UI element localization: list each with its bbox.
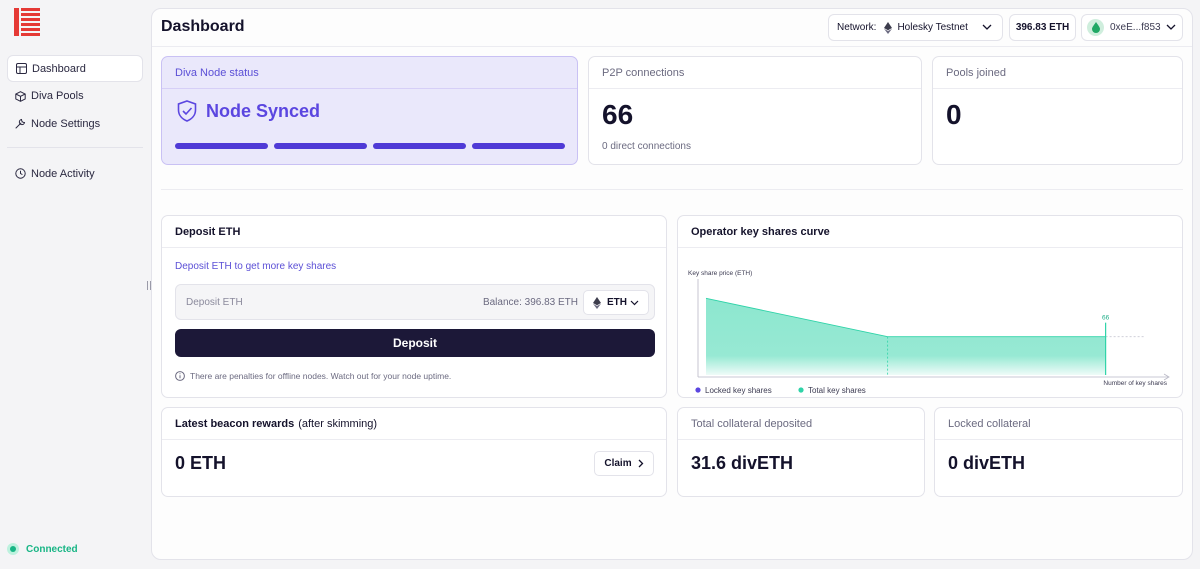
x-axis-arrow-icon (1163, 373, 1170, 381)
deposit-note-text: There are penalties for offline nodes. W… (190, 371, 452, 381)
connection-status-label: Connected (26, 543, 78, 555)
deposit-card: Deposit ETH Deposit ETH to get more key … (161, 215, 667, 398)
legend-total-dot (798, 387, 804, 393)
legend-locked-dot (695, 387, 701, 393)
sidebar-item-node-activity[interactable]: Node Activity (7, 160, 143, 187)
diva-logo-icon[interactable] (14, 8, 40, 36)
sync-progress-segment (175, 143, 268, 149)
sidebar-item-label: Node Settings (31, 117, 101, 130)
rewards-value: 0 ETH (175, 453, 227, 473)
locked-collateral-card: Locked collateral 0 divETH (934, 407, 1183, 497)
connection-status: Connected (7, 543, 78, 555)
pools-count: 0 (946, 99, 962, 130)
sync-progress-segment (373, 143, 466, 149)
sidebar-item-label: Node Activity (31, 167, 95, 180)
deposit-note: There are penalties for offline nodes. W… (175, 371, 451, 381)
key-shares-curve-card: Operator key shares curve Key share pric… (677, 215, 1183, 398)
sidebar-resize-handle[interactable] (147, 281, 151, 290)
page-title: Dashboard (161, 18, 245, 35)
claim-label: Claim (604, 458, 632, 469)
rewards-title-text: Latest beacon rewards (175, 417, 295, 430)
wallet-droplet-icon (1087, 19, 1104, 36)
token-label: ETH (607, 297, 627, 308)
chevron-down-icon (1166, 22, 1176, 33)
y-axis-label: Key share price (ETH) (688, 270, 752, 277)
chevron-down-icon (630, 300, 639, 306)
p2p-connections-card: P2P connections 66 0 direct connections (588, 56, 922, 165)
sidebar-nav: Dashboard Diva Pools Node Settings Node … (7, 55, 143, 188)
status-dot-icon (7, 543, 19, 555)
rewards-title-suffix: (after skimming) (298, 417, 378, 430)
sync-progress-bar (175, 143, 571, 149)
node-status-title: Diva Node status (162, 57, 577, 89)
sync-progress-segment (274, 143, 367, 149)
chevron-down-icon (982, 22, 992, 33)
curve-title: Operator key shares curve (678, 216, 1182, 248)
pools-title: Pools joined (933, 57, 1182, 89)
wallet-selector[interactable]: 0xeE...f853 (1081, 14, 1183, 41)
shield-check-icon (177, 100, 197, 122)
total-collateral-card: Total collateral deposited 31.6 divETH (677, 407, 925, 497)
network-value: Holesky Testnet (897, 22, 968, 33)
clock-icon (15, 168, 26, 179)
p2p-direct-connections: 0 direct connections (602, 141, 691, 152)
wallet-address: 0xeE...f853 (1110, 22, 1161, 33)
sidebar: Dashboard Diva Pools Node Settings Node … (0, 0, 150, 569)
sidebar-item-diva-pools[interactable]: Diva Pools (7, 83, 143, 110)
claim-button[interactable]: Claim (594, 451, 654, 476)
node-status-card: Diva Node status Node Synced (161, 56, 578, 165)
x-axis-label: Number of key shares (1103, 380, 1167, 387)
info-icon (175, 371, 185, 381)
legend-locked-label: Locked key shares (705, 386, 772, 395)
sidebar-item-label: Diva Pools (31, 90, 84, 102)
main-panel: Dashboard Network: Holesky Testnet 396.8… (151, 8, 1193, 560)
p2p-count: 66 (602, 99, 634, 130)
network-selector[interactable]: Network: Holesky Testnet (828, 14, 1003, 41)
sidebar-item-dashboard[interactable]: Dashboard (7, 55, 143, 82)
ethereum-icon (593, 296, 601, 309)
section-divider (161, 189, 1183, 190)
pools-joined-card: Pools joined 0 (932, 56, 1183, 165)
cube-icon (15, 90, 26, 102)
current-shares-label: 66 (1102, 315, 1110, 322)
sidebar-divider (7, 147, 143, 148)
header-divider (152, 46, 1192, 47)
key-shares-chart: Key share price (ETH) 66 Locked key shar… (688, 270, 1170, 395)
sync-progress-segment (472, 143, 565, 149)
collateral-value: 31.6 divETH (691, 453, 794, 473)
chevron-right-icon (638, 459, 644, 468)
locked-title: Locked collateral (935, 408, 1182, 440)
p2p-title: P2P connections (589, 57, 921, 89)
total-key-shares-line (705, 297, 1106, 338)
locked-value: 0 divETH (948, 453, 1026, 473)
ethereum-icon (884, 21, 893, 34)
wallet-balance: 396.83 ETH (1009, 14, 1076, 41)
deposit-balance: Balance: 396.83 ETH (482, 297, 578, 308)
dashboard-icon (16, 63, 27, 74)
token-selector[interactable]: ETH (583, 290, 649, 315)
legend-total-label: Total key shares (808, 386, 866, 395)
node-status-value: Node Synced (177, 100, 320, 122)
deposit-button[interactable]: Deposit (175, 329, 655, 357)
deposit-input[interactable]: Deposit ETH Balance: 396.83 ETH ETH (175, 284, 655, 320)
beacon-rewards-card: Latest beacon rewards (after skimming) 0… (161, 407, 667, 497)
node-status-text: Node Synced (206, 100, 321, 121)
rewards-title: Latest beacon rewards (after skimming) (162, 408, 666, 440)
sidebar-item-label: Dashboard (32, 62, 86, 75)
sidebar-item-node-settings[interactable]: Node Settings (7, 110, 143, 137)
collateral-title: Total collateral deposited (678, 408, 924, 440)
deposit-subtitle: Deposit ETH to get more key shares (175, 261, 337, 272)
deposit-title: Deposit ETH (162, 216, 666, 248)
wrench-icon (15, 118, 26, 129)
network-label: Network: (837, 22, 877, 33)
deposit-input-placeholder: Deposit ETH (186, 297, 243, 308)
